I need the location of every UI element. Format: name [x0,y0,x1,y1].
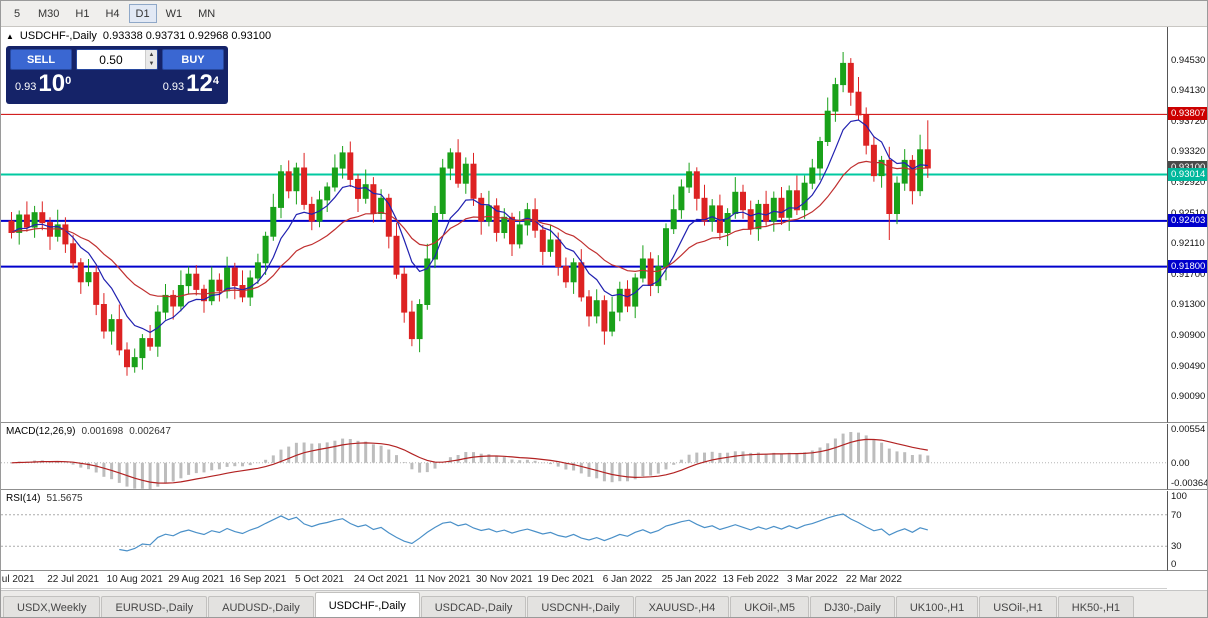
axis-tick-label: 0.00 [1171,457,1190,469]
ohlc-values: 0.93338 0.93731 0.92968 0.93100 [102,30,272,42]
axis-tick-label: 0.90490 [1171,360,1206,372]
axis-tick-label: 0.90900 [1171,329,1206,341]
volume-up-icon[interactable]: ▲ [145,50,157,60]
symbol-title: USDCHF-,Daily [19,30,97,42]
time-label: 11 Nov 2021 [414,574,471,585]
price-badge: 0.91800 [1168,259,1207,273]
buy-button[interactable]: BUY [162,49,224,70]
timeframe-button-d1[interactable]: D1 [128,4,157,23]
rsi-label: RSI(14) 51.5675 [6,493,83,504]
time-label: 3 Mar 2022 [787,574,838,585]
one-click-trading-panel: SELL ▲ ▼ BUY 0.93 10 0 0.93 [6,46,228,104]
tab-hk50-h1[interactable]: HK50-,H1 [1057,596,1135,617]
macd-pane[interactable]: MACD(12,26,9) 0.001698 0.002647 [1,424,1167,490]
rsi-name: RSI(14) [6,493,41,504]
macd-value-main: 0.001698 [81,426,124,437]
axis-tick-label: 100 [1171,491,1187,502]
time-label: 29 Aug 2021 [168,574,225,585]
time-axis[interactable]: 4 Jul 2021 22 Jul 2021 10 Aug 2021 29 Aug 2… [1,572,1167,589]
rsi-value: 51.5675 [46,493,83,504]
axis-tick-label: 30 [1171,541,1182,553]
time-label: 19 Dec 2021 [537,574,595,585]
time-label: 24 Oct 2021 [353,574,409,585]
timeframe-button-h4[interactable]: H4 [98,4,126,23]
chart-tab-bar: USDX,Weekly EURUSD-,Daily AUDUSD-,Daily USD… [1,590,1207,617]
rsi-chart[interactable] [1,491,1167,570]
time-label: 22 Jul 2021 [47,574,99,585]
timeframe-button-h1[interactable]: H1 [68,4,96,23]
buy-price[interactable]: 0.93 12 4 [163,72,219,96]
rsi-pane[interactable]: RSI(14) 51.5675 [1,491,1167,571]
axis-tick-label: 0 [1171,559,1177,570]
candlestick-chart[interactable] [1,27,1167,422]
axis-tick-label: 0.94530 [1171,54,1206,66]
buy-price-prefix: 0.93 [162,81,185,93]
macd-chart[interactable] [1,424,1167,489]
macd-name: MACD(12,26,9) [6,426,76,437]
macd-value-signal: 0.002647 [129,426,171,437]
price-axis[interactable]: 0.94530 0.94130 0.93720 0.93320 0.92920 0.925… [1167,27,1207,423]
chart-title: ▲ USDCHF-,Daily 0.93338 0.93731 0.92968 … [6,30,271,42]
tab-uk100-h1[interactable]: UK100-,H1 [895,596,979,617]
tab-usdchf-daily[interactable]: USDCHF-,Daily [314,592,420,617]
sell-price[interactable]: 0.93 10 0 [15,72,71,96]
buy-price-pipette: 4 [212,75,219,87]
time-label: 4 Jul 2021 [1,574,35,585]
rsi-axis[interactable]: 100 70 30 0 [1167,491,1207,571]
tab-xauusd-h4[interactable]: XAUUSD-,H4 [634,596,730,617]
time-label: 25 Jan 2022 [661,574,717,585]
tab-usoil-h1[interactable]: USOil-,H1 [979,596,1057,617]
axis-tick-label: 0.92110 [1171,238,1205,250]
axis-tick-label: 0.00554 [1171,424,1206,435]
sell-price-pips: 10 [38,70,66,97]
axis-tick-label: 0.91700 [1171,269,1206,281]
macd-axis[interactable]: 0.00554 0.00 -0.00364 [1167,424,1208,490]
price-badge: 0.92403 [1168,213,1207,227]
volume-box: ▲ ▼ [76,49,158,70]
sell-button[interactable]: SELL [10,49,72,70]
time-label: 5 Oct 2021 [295,574,344,585]
timeframe-button-mn[interactable]: MN [191,4,222,23]
timeframe-button-w1[interactable]: W1 [159,4,190,23]
volume-input[interactable] [77,50,145,69]
axis-tick-label: 0.92920 [1171,176,1206,188]
axis-tick-label: 0.90090 [1171,391,1206,403]
time-label: 16 Sep 2021 [229,574,287,585]
tab-usdcnh-daily[interactable]: USDCNH-,Daily [527,596,634,617]
time-label: 10 Aug 2021 [106,574,163,585]
macd-label: MACD(12,26,9) 0.001698 0.002647 [6,426,171,437]
time-label: 13 Feb 2022 [722,574,779,585]
main-chart-pane[interactable]: ▲ USDCHF-,Daily 0.93338 0.93731 0.92968 … [1,27,1167,423]
axis-tick-label: 70 [1171,509,1182,521]
sell-price-prefix: 0.93 [15,81,37,93]
buy-price-pips: 12 [186,70,213,97]
timeframe-button-m30[interactable]: M30 [31,4,66,23]
axis-tick-label: 0.92510 [1171,208,1205,219]
axis-tick-label: 0.93720 [1171,116,1206,127]
time-label: 22 Mar 2022 [845,574,902,585]
price-badge: 0.93014 [1168,167,1207,181]
timeframe-toolbar: 5 M30 H1 H4 D1 W1 MN [1,1,1207,27]
time-label: 30 Nov 2021 [475,574,533,585]
price-badge: 0.93807 [1168,107,1207,121]
axis-tick-label: 0.91300 [1171,299,1206,311]
time-label: 6 Jan 2022 [602,574,653,585]
tab-eurusd-daily[interactable]: EURUSD-,Daily [101,596,208,617]
axis-tick-label: 0.94130 [1171,84,1206,96]
volume-down-icon[interactable]: ▼ [145,59,157,69]
tab-usdcad-daily[interactable]: USDCAD-,Daily [420,596,527,617]
tab-audusd-daily[interactable]: AUDUSD-,Daily [208,596,314,617]
tab-ukoil-m5[interactable]: UKOil-,M5 [730,596,809,617]
axis-tick-label: 0.93320 [1171,146,1206,158]
tab-dj30-daily[interactable]: DJ30-,Daily [809,596,895,617]
collapse-panel-icon[interactable]: ▲ [6,31,14,41]
axis-tick-label: -0.00364 [1171,478,1208,489]
tab-usdx-weekly[interactable]: USDX,Weekly [3,596,101,617]
timeframe-button-5[interactable]: 5 [5,4,29,23]
sell-price-pipette: 0 [65,75,72,87]
